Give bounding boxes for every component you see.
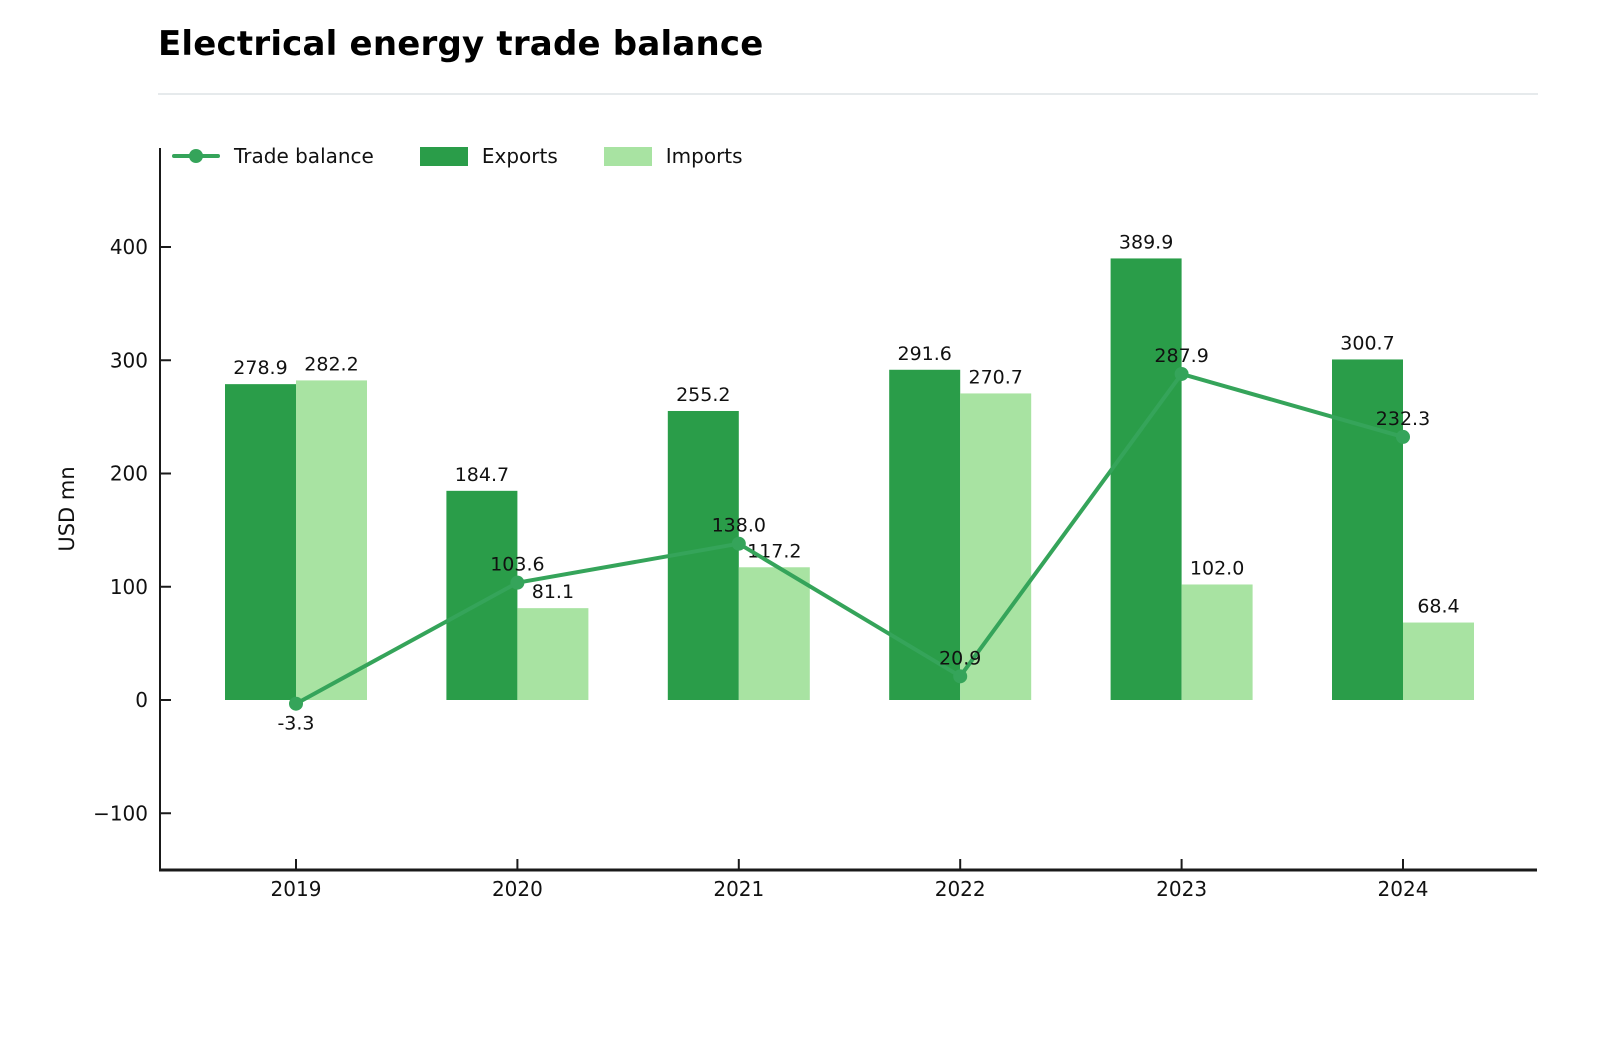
imports-value-label: 68.4 xyxy=(1417,596,1459,618)
y-tick-label: 400 xyxy=(110,235,148,259)
imports-bar-2024 xyxy=(1403,622,1474,700)
legend-item-trade-balance: Trade balance xyxy=(172,144,374,168)
legend-item-exports: Exports xyxy=(419,144,558,168)
exports-value-label: 300.7 xyxy=(1340,332,1394,354)
title-separator xyxy=(158,93,1538,95)
trade-balance-point-2019 xyxy=(289,696,303,711)
x-tick-label: 2021 xyxy=(713,877,764,901)
exports-bar-2023 xyxy=(1110,258,1182,700)
x-tick-label: 2020 xyxy=(492,877,543,901)
legend-label-imports: Imports xyxy=(665,144,743,168)
trade-balance-value-label: 287.9 xyxy=(1154,345,1208,367)
legend-label-trade-balance: Trade balance xyxy=(234,144,374,168)
x-tick-label: 2023 xyxy=(1156,877,1207,901)
legend-label-exports: Exports xyxy=(481,144,558,168)
exports-swatch-icon xyxy=(419,146,468,166)
imports-bar-2023 xyxy=(1181,584,1253,700)
y-tick-label: 0 xyxy=(135,688,148,712)
legend: Trade balance Exports Imports xyxy=(172,144,743,168)
trade-balance-value-label: -3.3 xyxy=(277,713,314,735)
trade-balance-point-2023 xyxy=(1174,366,1189,381)
exports-value-label: 255.2 xyxy=(676,384,730,406)
trade-balance-point-2024 xyxy=(1396,429,1410,444)
exports-bar-2020 xyxy=(446,490,518,700)
imports-bar-2019 xyxy=(296,380,367,700)
trade-balance-value-label: 138.0 xyxy=(712,515,766,537)
y-tick-label: 200 xyxy=(110,462,148,486)
imports-value-label: 270.7 xyxy=(968,366,1022,388)
trade-balance-value-label: 232.3 xyxy=(1376,408,1430,430)
y-axis-title: USD mn xyxy=(55,466,79,551)
trade-balance-point-2020 xyxy=(510,575,525,590)
trade-balance-value-label: 20.9 xyxy=(939,647,981,669)
exports-bar-2019 xyxy=(225,384,296,700)
imports-bar-2020 xyxy=(517,608,589,700)
legend-item-imports: Imports xyxy=(603,144,743,168)
chart-title: Electrical energy trade balance xyxy=(158,24,764,64)
exports-value-label: 184.7 xyxy=(455,464,509,486)
trade-balance-line-icon xyxy=(172,149,220,163)
x-tick-label: 2024 xyxy=(1378,877,1429,901)
y-tick-label: 300 xyxy=(110,348,148,372)
imports-bar-2021 xyxy=(738,567,810,700)
y-tick-label: −100 xyxy=(93,801,148,825)
imports-value-label: 282.2 xyxy=(304,353,358,375)
imports-value-label: 102.0 xyxy=(1190,557,1244,579)
exports-bar-2024 xyxy=(1332,359,1403,700)
trade-balance-line xyxy=(294,371,1405,706)
trade-balance-value-label: 103.6 xyxy=(490,554,544,576)
imports-value-label: 81.1 xyxy=(532,581,574,603)
y-tick-label: 100 xyxy=(110,575,148,599)
trade-balance-marker-icon xyxy=(189,149,203,163)
exports-value-label: 389.9 xyxy=(1119,231,1173,253)
trade-balance-point-2022 xyxy=(953,669,968,684)
trade-balance-point-2021 xyxy=(731,536,746,551)
x-tick-label: 2019 xyxy=(271,877,322,901)
imports-bar-2022 xyxy=(960,393,1032,700)
exports-value-label: 291.6 xyxy=(897,343,951,365)
x-tick-label: 2022 xyxy=(935,877,986,901)
exports-bar-2022 xyxy=(889,369,961,700)
imports-swatch-icon xyxy=(603,146,652,166)
exports-value-label: 278.9 xyxy=(233,357,287,379)
